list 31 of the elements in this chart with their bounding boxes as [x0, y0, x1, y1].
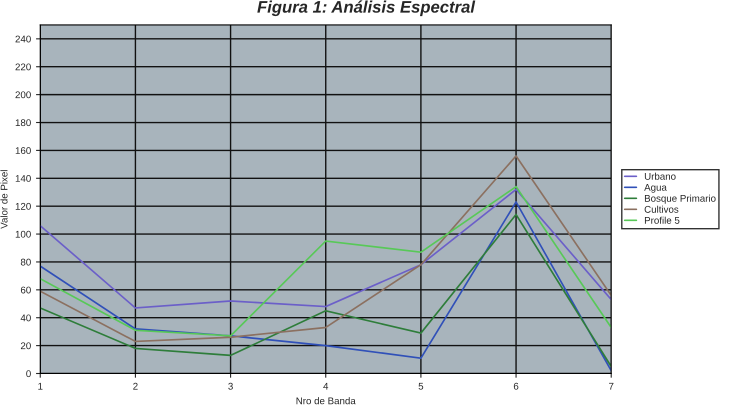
y-tick-label: 0: [26, 370, 31, 378]
legend-label: Urbano: [644, 172, 676, 180]
x-tick-label: 2: [133, 382, 138, 390]
y-tick-label: 240: [16, 36, 31, 42]
legend-label: Profile 5: [644, 216, 680, 224]
x-tick-label: 7: [609, 382, 614, 390]
line-series: [40, 155, 612, 342]
y-tick-label: 140: [16, 175, 31, 182]
y-tick-label: 220: [16, 63, 31, 70]
legend-label: Bosque Primario: [644, 194, 716, 204]
x-tick-label: 3: [228, 382, 233, 390]
y-tick-label: 80: [20, 258, 31, 266]
y-tick-label: 160: [16, 147, 31, 154]
line-series: [40, 186, 612, 337]
y-tick-label: 20: [20, 342, 31, 350]
y-tick-label: 200: [16, 91, 31, 98]
x-tick-label: 6: [514, 382, 518, 390]
y-tick-label: 180: [16, 119, 31, 126]
y-tick-label: 100: [16, 230, 31, 238]
y-axis-title: Valor de Pixel: [0, 170, 8, 229]
x-tick-label: 1: [38, 382, 42, 390]
x-axis-title: Nro de Banda: [296, 397, 356, 404]
y-tick-label: 60: [20, 286, 31, 294]
x-tick-label: 4: [323, 382, 328, 390]
x-tick-label: 5: [418, 382, 424, 390]
line-series: [40, 188, 612, 309]
y-tick-label: 40: [20, 314, 31, 322]
legend-label: Agua: [644, 184, 667, 193]
legend-label: Cultivos: [644, 206, 678, 213]
chart-title: Figura 1: Análisis Espectral: [257, 0, 476, 16]
y-tick-label: 120: [16, 202, 31, 210]
